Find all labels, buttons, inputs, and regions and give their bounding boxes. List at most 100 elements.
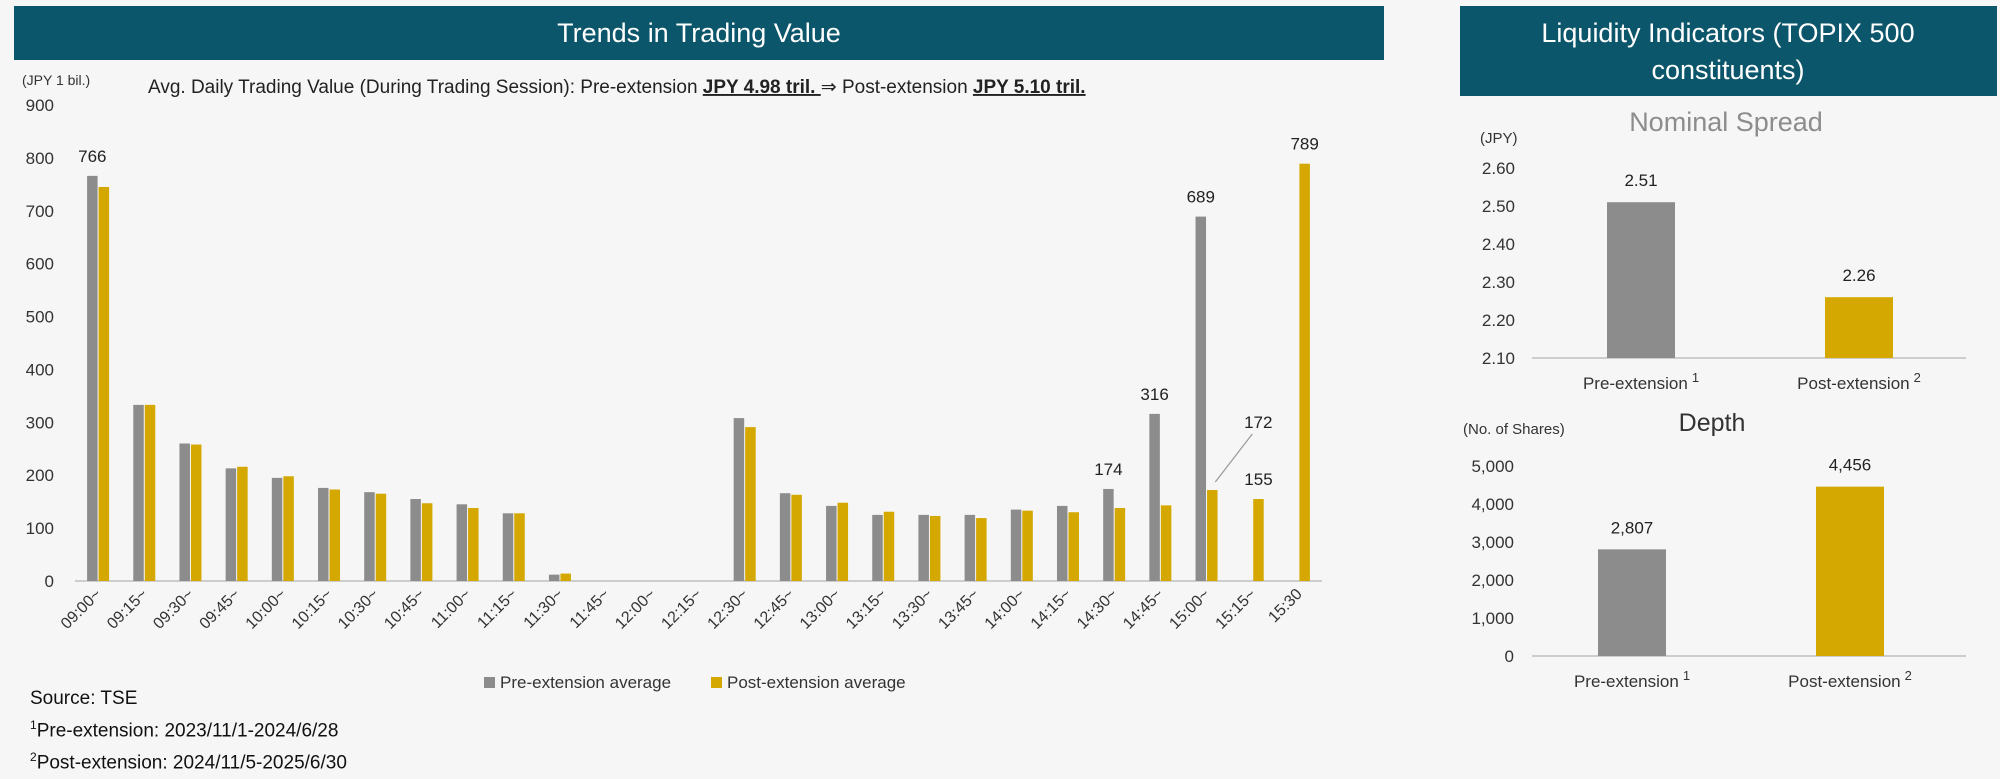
footnote-1-text: Pre-extension: 2023/11/1-2024/6/28 bbox=[36, 720, 339, 742]
post-extension-bar bbox=[1825, 297, 1893, 358]
main-x-tick-label: 12:15~ bbox=[658, 586, 705, 633]
trading-value-subtitle: Avg. Daily Trading Value (During Trading… bbox=[148, 77, 1086, 98]
small-chart-y-tick: 2,000 bbox=[1471, 571, 1514, 590]
main-x-tick-label: 15:00~ bbox=[1166, 586, 1213, 633]
main-y-tick-label: 0 bbox=[45, 572, 54, 591]
small-chart-category-label: Post-extension 2 bbox=[1788, 668, 1912, 691]
pre-extension-bar bbox=[225, 468, 237, 581]
pre-extension-bar bbox=[1195, 216, 1207, 581]
footnote-1-mark: 1 bbox=[30, 718, 37, 732]
liquidity-header bbox=[1460, 6, 1997, 96]
post-extension-bar bbox=[929, 515, 941, 581]
legend-pre-swatch bbox=[484, 677, 495, 688]
main-x-tick-label: 15:15~ bbox=[1213, 586, 1260, 633]
main-x-tick-label: 11:15~ bbox=[474, 586, 520, 632]
pre-extension-bar bbox=[548, 574, 560, 581]
pre-extension-bar bbox=[410, 499, 421, 581]
legend-pre-label: Pre-extension average bbox=[500, 673, 671, 692]
pre-extension-bar bbox=[1010, 509, 1022, 581]
small-chart-y-tick: 5,000 bbox=[1471, 457, 1514, 476]
post-extension-bar bbox=[514, 513, 525, 581]
main-x-tick-label: 09:45~ bbox=[197, 586, 244, 633]
main-x-tick-label: 13:45~ bbox=[935, 586, 982, 633]
pre-extension-bar bbox=[179, 443, 190, 581]
main-x-tick-label: 14:30~ bbox=[1074, 586, 1121, 633]
footnote-mark: 2 bbox=[1914, 370, 1921, 385]
pre-extension-bar bbox=[1607, 202, 1675, 358]
post-extension-bar bbox=[1068, 512, 1079, 581]
footnote-2: 2Post-extension: 2024/11/5-2025/6/30 bbox=[30, 744, 347, 776]
subtitle-post-value: JPY 5.10 tril. bbox=[973, 77, 1086, 98]
liquidity-header-line1: Liquidity Indicators (TOPIX 500 bbox=[1541, 18, 1914, 48]
main-x-tick-label: 13:00~ bbox=[797, 586, 844, 633]
main-x-tick-label: 12:45~ bbox=[751, 586, 798, 633]
post-extension-bar bbox=[329, 489, 341, 581]
main-y-tick-label: 900 bbox=[26, 96, 54, 115]
pre-extension-bar bbox=[456, 504, 468, 581]
post-extension-bar bbox=[144, 404, 156, 581]
depth-chart: Depth (No. of Shares) 0 1,000 2,000 3,000 4,00… bbox=[1463, 409, 1966, 691]
bar-data-label: 316 bbox=[1140, 385, 1168, 404]
trading-value-header-title: Trends in Trading Value bbox=[557, 18, 841, 48]
bar-value-label: 2.26 bbox=[1842, 266, 1875, 285]
post-extension-bar bbox=[190, 444, 202, 581]
subtitle-mid: Post-extension bbox=[837, 77, 973, 98]
data-label-leader-line bbox=[1214, 433, 1253, 483]
main-y-tick-label: 300 bbox=[26, 413, 54, 432]
subtitle-arrow: ⇒ bbox=[821, 77, 837, 98]
main-x-tick-label: 14:00~ bbox=[982, 586, 1029, 633]
footnote-mark: 2 bbox=[1905, 668, 1912, 683]
small-chart-y-tick: 0 bbox=[1505, 647, 1514, 666]
bar-value-label: 4,456 bbox=[1829, 456, 1872, 475]
bar-value-label: 2,807 bbox=[1611, 518, 1654, 537]
main-y-tick-label: 200 bbox=[26, 466, 54, 485]
post-extension-bar bbox=[1114, 508, 1126, 581]
legend-post-swatch bbox=[711, 677, 722, 688]
pre-extension-bar bbox=[271, 477, 283, 581]
post-extension-bar bbox=[1253, 499, 1264, 581]
post-extension-bar bbox=[283, 476, 294, 581]
pre-extension-bar bbox=[1103, 488, 1114, 581]
main-x-tick-label: 12:00~ bbox=[612, 586, 659, 633]
pre-extension-bar bbox=[87, 175, 98, 582]
main-x-tick-label: 10:00~ bbox=[243, 586, 290, 633]
bar-data-label: 689 bbox=[1187, 188, 1215, 207]
main-x-tick-label: 15:30 bbox=[1265, 586, 1305, 626]
main-x-tick-label: 11:00~ bbox=[428, 586, 474, 632]
small-chart-y-tick: 2.30 bbox=[1482, 273, 1515, 292]
pre-extension-bar bbox=[133, 404, 144, 581]
main-y-tick-label: 800 bbox=[26, 149, 54, 168]
main-x-tick-label: 09:00~ bbox=[58, 586, 105, 633]
nominal-spread-chart: Nominal Spread (JPY) 2.10 2.20 2.30 2.40 2.50 2… bbox=[1480, 107, 1966, 393]
subtitle-pre-value: JPY 4.98 tril. bbox=[703, 77, 821, 98]
source-note: Source: TSE bbox=[30, 688, 138, 709]
post-extension-bar bbox=[560, 573, 571, 581]
footnotes: Source: TSE 1Pre-extension: 2023/11/1-20… bbox=[30, 685, 347, 777]
pre-extension-bar bbox=[779, 493, 791, 581]
main-y-tick-label: 100 bbox=[26, 519, 54, 538]
bar-data-label: 155 bbox=[1244, 470, 1272, 489]
pre-extension-bar bbox=[1149, 413, 1160, 581]
small-chart-y-tick: 3,000 bbox=[1471, 533, 1514, 552]
main-x-tick-label: 11:30~ bbox=[521, 586, 567, 632]
post-extension-bar bbox=[791, 494, 802, 581]
post-extension-bar bbox=[745, 427, 756, 581]
main-y-tick-label: 700 bbox=[26, 202, 54, 221]
footnote-1: 1Pre-extension: 2023/11/1-2024/6/28 bbox=[30, 712, 347, 744]
bar-value-label: 2.51 bbox=[1624, 171, 1657, 190]
post-extension-bar bbox=[837, 502, 849, 581]
trading-value-header bbox=[14, 6, 1384, 60]
pre-extension-bar bbox=[1598, 549, 1666, 656]
legend-post-label: Post-extension average bbox=[727, 673, 906, 692]
post-extension-bar bbox=[976, 518, 987, 581]
main-y-tick-label: 500 bbox=[26, 308, 54, 327]
pre-extension-bar bbox=[502, 513, 514, 581]
main-x-tick-label: 09:30~ bbox=[150, 586, 197, 633]
small-chart-y-tick: 2.10 bbox=[1482, 349, 1515, 368]
small-chart-category-label: Pre-extension 1 bbox=[1583, 370, 1699, 393]
bar-data-label: 172 bbox=[1244, 413, 1272, 432]
main-x-tick-label: 14:15~ bbox=[1028, 586, 1075, 633]
small-chart-y-tick: 1,000 bbox=[1471, 609, 1514, 628]
small-chart-unit-label: (No. of Shares) bbox=[1463, 421, 1565, 438]
post-extension-bar bbox=[468, 508, 479, 581]
